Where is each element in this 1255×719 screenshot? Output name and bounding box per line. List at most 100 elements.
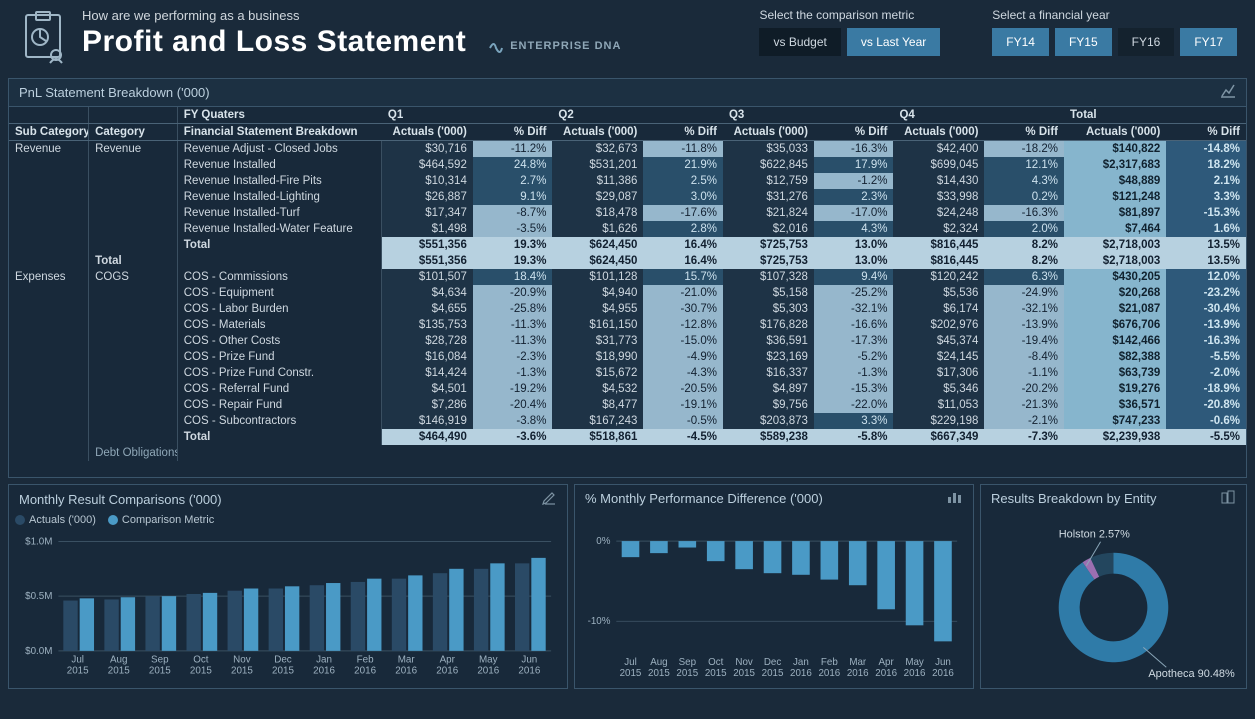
year-option-fy14[interactable]: FY14 (992, 28, 1049, 56)
fy-quarters-header: FY Quaters (177, 107, 382, 124)
pctdiff-cell: 2.5% (643, 173, 723, 189)
cat-cell (89, 397, 178, 413)
actuals-cell: $35,033 (723, 141, 814, 158)
pctdiff-cell: -24.9% (984, 285, 1064, 301)
year-label: Select a financial year (992, 8, 1237, 22)
pctdiff-cell: -2.1% (984, 413, 1064, 429)
comparison-bar (408, 575, 422, 650)
actuals-cell: $21,824 (723, 205, 814, 221)
brand-badge: ENTERPRISE DNA (488, 38, 621, 54)
actuals-cell: $725,753 (723, 253, 814, 269)
pctdiff-cell: -16.3% (814, 141, 894, 158)
actuals-cell: $17,347 (382, 205, 473, 221)
group-total-row: Total$551,35619.3%$624,45016.4%$725,7531… (9, 253, 1246, 269)
edit-icon[interactable] (541, 490, 557, 509)
svg-text:Jul: Jul (71, 655, 84, 666)
building-icon[interactable] (1220, 490, 1236, 507)
line-label: COS - Repair Fund (177, 397, 382, 413)
comparison-option-vs-last-year[interactable]: vs Last Year (847, 28, 940, 56)
table-row: COS - Subcontractors$146,919-3.8%$167,24… (9, 413, 1246, 429)
cat-cell (89, 301, 178, 317)
svg-text:2016: 2016 (395, 666, 417, 677)
cat-cell (89, 413, 178, 429)
quarter-header: Q2 (552, 107, 723, 124)
actuals-cell: $8,477 (552, 397, 643, 413)
table-row: Revenue Installed-Fire Pits$10,3142.7%$1… (9, 173, 1246, 189)
comparison-label: Select the comparison metric (759, 8, 940, 22)
pctdiff-cell: -20.5% (643, 381, 723, 397)
pctdiff-cell: -11.3% (473, 317, 553, 333)
subcat-cell (9, 301, 89, 317)
table-row: Revenue Installed-Turf$17,347-8.7%$18,47… (9, 205, 1246, 221)
total-actuals-cell: $82,388 (1064, 349, 1166, 365)
actuals-cell: $26,887 (382, 189, 473, 205)
total-pct-cell: 2.1% (1166, 173, 1246, 189)
actuals-cell: $1,498 (382, 221, 473, 237)
line-label: COS - Prize Fund Constr. (177, 365, 382, 381)
year-option-fy16[interactable]: FY16 (1118, 28, 1175, 56)
year-option-fy15[interactable]: FY15 (1055, 28, 1112, 56)
pctdiff-cell: 18.4% (473, 269, 553, 285)
line-label: COS - Equipment (177, 285, 382, 301)
year-option-fy17[interactable]: FY17 (1180, 28, 1237, 56)
svg-text:2015: 2015 (676, 668, 698, 679)
pct-bar (849, 541, 867, 585)
total-actuals-cell: $7,464 (1064, 221, 1166, 237)
actuals-header: Actuals ('000) (552, 124, 643, 141)
actuals-cell: $202,976 (893, 317, 984, 333)
total-actuals-cell: $48,889 (1064, 173, 1166, 189)
total-actuals-cell: $2,317,683 (1064, 157, 1166, 173)
subcat-header: Sub Category (9, 124, 89, 141)
actuals-cell: $176,828 (723, 317, 814, 333)
subcat-cell (9, 205, 89, 221)
svg-text:Dec: Dec (764, 657, 782, 668)
year-selector: Select a financial year FY14FY15FY16FY17 (992, 8, 1237, 56)
pctdiff-cell: 19.3% (473, 237, 553, 253)
pctdiff-cell: -15.3% (814, 381, 894, 397)
table-row: COS - Labor Burden$4,655-25.8%$4,955-30.… (9, 301, 1246, 317)
actuals-cell: $42,400 (893, 141, 984, 158)
comparison-option-vs-budget[interactable]: vs Budget (759, 28, 840, 56)
actuals-cell: $518,861 (552, 429, 643, 445)
line-label: Revenue Installed-Lighting (177, 189, 382, 205)
svg-text:Jun: Jun (935, 657, 951, 668)
actuals-bar (392, 579, 406, 651)
actuals-cell: $6,174 (893, 301, 984, 317)
actuals-cell: $464,592 (382, 157, 473, 173)
actuals-cell: $5,536 (893, 285, 984, 301)
page-subtitle: How are we performing as a business (82, 8, 466, 23)
barchart-icon[interactable] (947, 490, 963, 507)
total-pct-cell: -16.3% (1166, 333, 1246, 349)
pct-header: % Diff (473, 124, 553, 141)
actuals-cell: $667,349 (893, 429, 984, 445)
svg-text:2015: 2015 (231, 666, 253, 677)
pctdiff-cell: -7.3% (984, 429, 1064, 445)
svg-text:Apr: Apr (440, 655, 456, 666)
actuals-cell: $4,532 (552, 381, 643, 397)
pctdiff-cell: -15.0% (643, 333, 723, 349)
pctdiff-cell: -20.9% (473, 285, 553, 301)
pctdiff-cell: -19.1% (643, 397, 723, 413)
actuals-cell: $2,324 (893, 221, 984, 237)
subcat-cell (9, 221, 89, 237)
pctdiff-cell: -20.2% (984, 381, 1064, 397)
monthly-chart-title: Monthly Result Comparisons ('000) (19, 492, 222, 507)
pctdiff-cell: 4.3% (984, 173, 1064, 189)
pctdiff-cell: -20.4% (473, 397, 553, 413)
actuals-header: Actuals ('000) (893, 124, 984, 141)
actuals-cell: $816,445 (893, 237, 984, 253)
quarter-header: Q4 (893, 107, 1064, 124)
quarter-header: Q1 (382, 107, 553, 124)
svg-text:Oct: Oct (708, 657, 723, 668)
actuals-cell: $24,145 (893, 349, 984, 365)
svg-text:Aug: Aug (110, 655, 128, 666)
line-label: COS - Referral Fund (177, 381, 382, 397)
total-actuals-cell: $2,718,003 (1064, 253, 1166, 269)
chart-icon[interactable] (1220, 84, 1236, 101)
pctdiff-cell: 13.0% (814, 253, 894, 269)
pctdiff-cell: -32.1% (984, 301, 1064, 317)
actuals-cell: $11,386 (552, 173, 643, 189)
comparison-bar (367, 579, 381, 651)
pctdiff-cell: -17.3% (814, 333, 894, 349)
pctdiff-cell: 24.8% (473, 157, 553, 173)
